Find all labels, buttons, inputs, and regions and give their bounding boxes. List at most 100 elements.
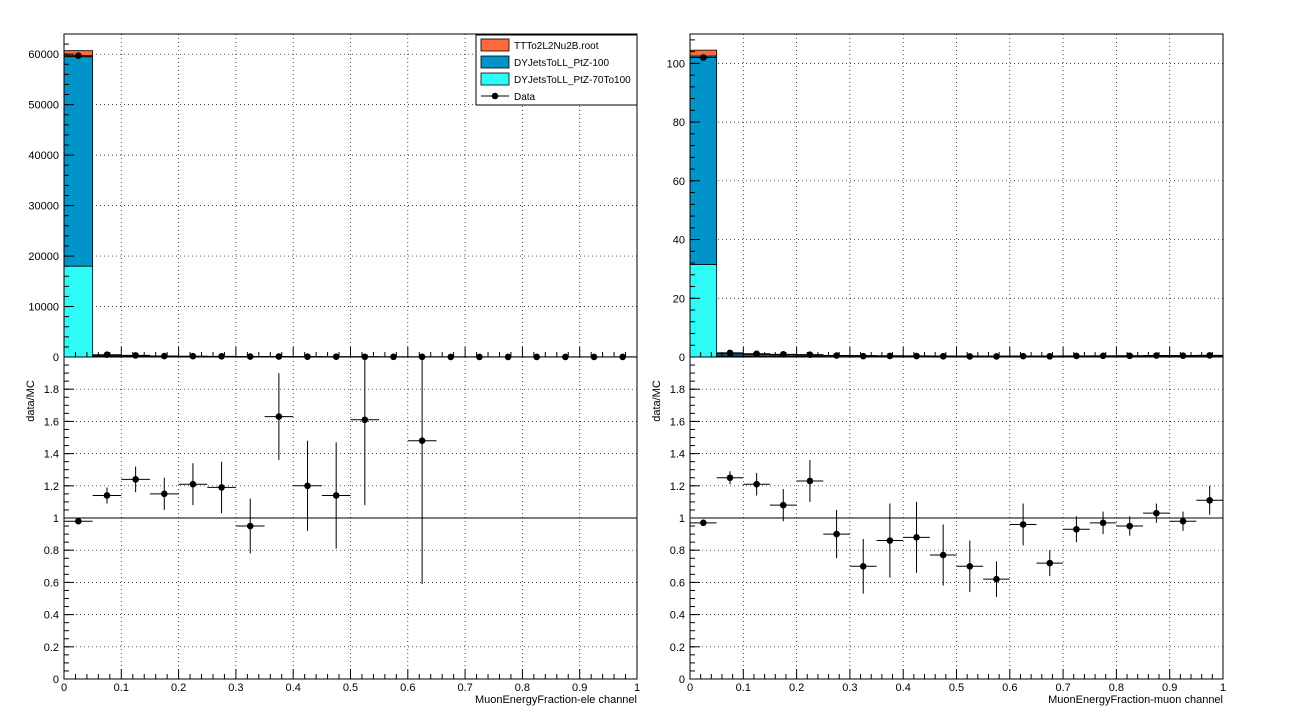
x-tick-label: 0: [61, 682, 67, 694]
data-point: [1073, 352, 1080, 360]
y-tick-label: 0: [679, 352, 685, 364]
x-axis-title: MuonEnergyFraction-muon channel: [1048, 694, 1223, 706]
y-tick-label: 0.6: [44, 577, 59, 589]
x-tick-label: 0.1: [114, 682, 129, 694]
y-tick-label: 0.6: [670, 577, 685, 589]
y-tick-label: 1.2: [670, 481, 685, 493]
y-tick-label: 60: [673, 176, 685, 188]
ratio-point: [160, 490, 168, 498]
ratio-point: [886, 537, 894, 544]
y-tick-label: 1.8: [44, 384, 59, 396]
y-tick-label: 0.4: [44, 610, 59, 622]
y-axis-title: data/MC: [651, 380, 663, 422]
ratio-point: [1153, 509, 1160, 517]
data-point: [913, 352, 920, 360]
data-point: [275, 353, 283, 360]
ratio-point: [859, 563, 867, 570]
ratio-point: [939, 551, 947, 559]
data-point: [886, 352, 894, 360]
legend-label: DYJetsToLL_PtZ-100: [514, 58, 609, 69]
x-tick-label: 1: [634, 682, 640, 694]
y-tick-label: 40: [673, 235, 685, 247]
plot-frame: [63, 356, 638, 680]
x-tick-label: 0.1: [736, 682, 751, 694]
ratio-point: [1179, 517, 1187, 525]
ratio-point: [75, 517, 82, 525]
y-tick-label: 0.8: [670, 545, 685, 557]
y-tick-label: 100: [667, 58, 685, 70]
y-tick-label: 1.2: [44, 481, 59, 493]
bar-dyjetstoll-ptz-70to100-bin-0: [63, 265, 94, 358]
y-tick-label: 0.4: [670, 610, 685, 622]
x-tick-label: 0.7: [457, 682, 472, 694]
y-tick-label: 40000: [28, 150, 59, 162]
legend-swatch: [480, 38, 510, 52]
y-tick-label: 80: [673, 117, 685, 129]
right-stack-panel: 0 20 40 60 80 100: [667, 33, 1224, 364]
plot-frame: [689, 356, 1224, 680]
ratio-point: [418, 437, 426, 445]
y-tick-label: 1.8: [670, 384, 685, 396]
y-tick-label: 1.4: [44, 449, 59, 461]
legend-label: TTTo2L2Nu2B.root: [514, 41, 599, 52]
y-tick-label: 50000: [28, 100, 59, 112]
x-tick-label: 0.8: [1109, 682, 1124, 694]
ratio-point: [246, 522, 254, 530]
ratio-point: [1206, 496, 1213, 504]
y-tick-label: 10000: [28, 302, 59, 314]
x-tick-label: 0.3: [842, 682, 857, 694]
x-tick-label: 0.9: [572, 682, 587, 694]
x-tick-label: 0.2: [789, 682, 804, 694]
y-axis-title: data/MC: [25, 380, 37, 422]
ratio-point: [779, 501, 787, 509]
data-point: [189, 352, 197, 360]
data-point: [726, 349, 734, 357]
data-point: [700, 54, 707, 61]
x-axis-title: MuonEnergyFraction-ele channel: [475, 694, 637, 706]
data-point: [75, 52, 82, 60]
ratio-point: [700, 519, 707, 527]
ratio-point: [993, 575, 1000, 583]
x-tick-label: 0.8: [515, 682, 530, 694]
bar-dyjetstoll-ptz-70to100-bin-0: [689, 264, 718, 358]
ratio-point: [304, 482, 311, 490]
y-tick-label: 60000: [28, 49, 59, 61]
ratio-point: [1046, 559, 1054, 567]
x-tick-label: 0.4: [286, 682, 301, 694]
x-tick-label: 0.5: [343, 682, 358, 694]
legend-label: DYJetsToLL_PtZ-70To100: [514, 75, 631, 86]
y-tick-label: 0: [53, 674, 59, 686]
y-tick-label: 1: [679, 513, 685, 525]
y-tick-label: 30000: [28, 201, 59, 213]
legend: TTTo2L2Nu2B.root DYJetsToLL_PtZ-100 DYJets…: [475, 34, 638, 106]
x-tick-label: 0.7: [1055, 682, 1070, 694]
ratio-point: [726, 474, 734, 482]
legend-label: Data: [514, 92, 536, 103]
ratio-point: [189, 480, 197, 488]
ratio-point: [1019, 521, 1027, 528]
ratio-point: [1126, 522, 1134, 530]
data-point: [753, 350, 760, 358]
ratio-point: [332, 492, 340, 499]
ratio-point: [753, 480, 760, 488]
data-point: [859, 352, 867, 360]
x-tick-label: 0: [687, 682, 693, 694]
right-ratio-panel: 0 0.2 0.4 0.6 0.8 1 1.2 1.4 1.6 1.8 0 0.1 0.2 0.3 0.4 0…: [651, 356, 1226, 706]
bar-dyjetstoll-ptz-100-bin-0: [63, 56, 94, 267]
legend-swatch: [480, 55, 510, 69]
y-tick-label: 20: [673, 293, 685, 305]
legend-swatch: [480, 72, 510, 86]
y-tick-label: 0.2: [670, 642, 685, 654]
data-point: [160, 352, 168, 360]
left-ratio-panel: 0 0.2 0.4 0.6 0.8 1 1.2 1.4 1.6 1.8 0 0.1 0.2 0.3 0.4 0…: [25, 356, 640, 706]
data-point: [103, 351, 111, 359]
ratio-point: [1073, 525, 1080, 533]
bar-dyjetstoll-ptz-100-bin-0: [689, 55, 718, 265]
ratio-point: [275, 413, 283, 420]
data-point: [1046, 352, 1054, 360]
x-tick-label: 1: [1220, 682, 1226, 694]
data-point: [218, 353, 225, 360]
x-tick-label: 0.6: [400, 682, 415, 694]
ratio-point: [806, 477, 814, 485]
